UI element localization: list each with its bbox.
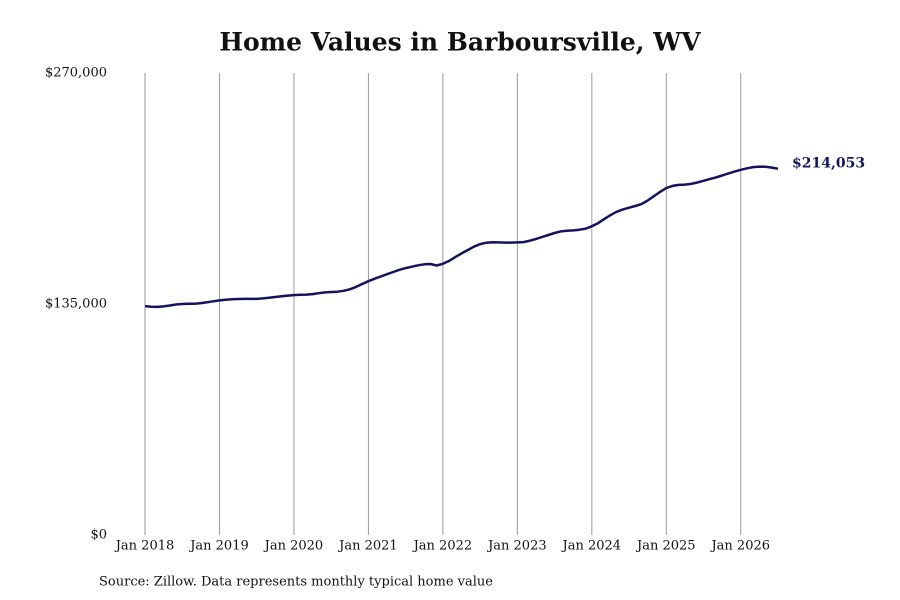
x-tick-label: Jan 2018 (114, 539, 175, 554)
x-tick-label: Jan 2019 (188, 539, 249, 554)
chart-title: Home Values in Barboursville, WV (219, 28, 701, 57)
x-tick-label: Jan 2020 (263, 539, 324, 554)
x-tick-label: Jan 2021 (337, 539, 398, 554)
x-tick-label: Jan 2022 (412, 539, 473, 554)
source-note: Source: Zillow. Data represents monthly … (99, 575, 493, 590)
y-tick-label: $270,000 (45, 66, 107, 81)
end-value-label: $214,053 (792, 156, 865, 172)
x-tick-label: Jan 2025 (635, 539, 696, 554)
line-series (144, 165, 779, 309)
y-tick-label: $0 (90, 528, 107, 543)
x-tick-label: Jan 2023 (486, 539, 547, 554)
y-tick-label: $135,000 (45, 297, 107, 312)
x-tick-label: Jan 2024 (561, 539, 622, 554)
x-tick-label: Jan 2026 (709, 539, 770, 554)
